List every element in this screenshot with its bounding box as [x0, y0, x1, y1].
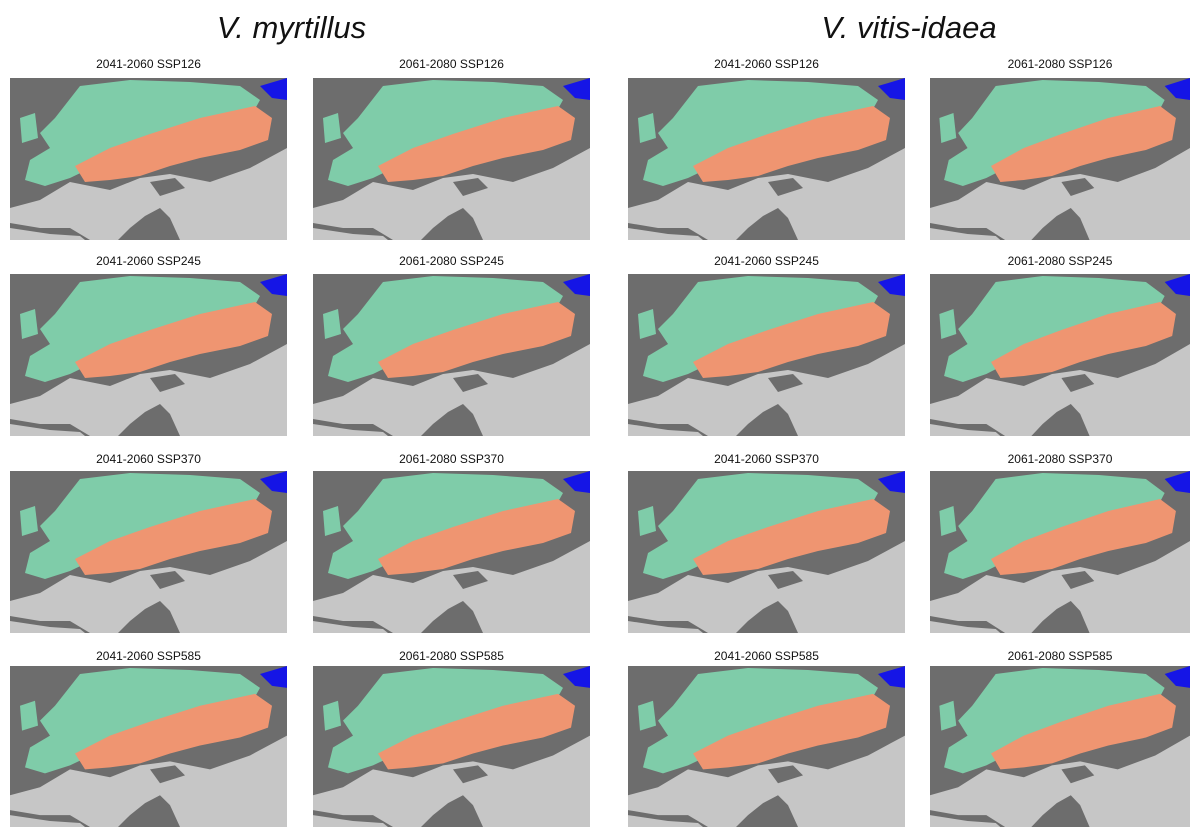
panel-title: 2041-2060 SSP245 [96, 254, 201, 268]
map [628, 274, 905, 436]
panel-title: 2061-2080 SSP370 [1008, 452, 1113, 466]
map [313, 666, 590, 827]
map [313, 471, 590, 633]
map [10, 78, 287, 240]
panel-title: 2041-2060 SSP370 [714, 452, 819, 466]
panel-title: 2041-2060 SSP585 [96, 649, 201, 663]
panel-title: 2041-2060 SSP126 [714, 57, 819, 71]
panel-title: 2061-2080 SSP126 [399, 57, 504, 71]
panel-title: 2041-2060 SSP126 [96, 57, 201, 71]
panel-title: 2041-2060 SSP370 [96, 452, 201, 466]
map [313, 274, 590, 436]
map [313, 78, 590, 240]
map [10, 274, 287, 436]
panel-title: 2041-2060 SSP585 [714, 649, 819, 663]
panel-title: 2061-2080 SSP245 [399, 254, 504, 268]
map [628, 471, 905, 633]
map [930, 471, 1190, 633]
map [930, 274, 1190, 436]
panel-title: 2061-2080 SSP126 [1008, 57, 1113, 71]
figure: V. myrtillus 2041-2060 SSP126 2061-2080 SS… [0, 0, 1192, 827]
panel-title: 2061-2080 SSP585 [1008, 649, 1113, 663]
panel-title: 2061-2080 SSP245 [1008, 254, 1113, 268]
species-title: V. vitis-idaea [821, 10, 996, 45]
map [930, 666, 1190, 827]
map [628, 78, 905, 240]
species-title: V. myrtillus [217, 10, 366, 45]
panel-title: 2061-2080 SSP370 [399, 452, 504, 466]
panel-title: 2041-2060 SSP245 [714, 254, 819, 268]
map [10, 666, 287, 827]
map [10, 471, 287, 633]
panel-title: 2061-2080 SSP585 [399, 649, 504, 663]
map [628, 666, 905, 827]
map [930, 78, 1190, 240]
